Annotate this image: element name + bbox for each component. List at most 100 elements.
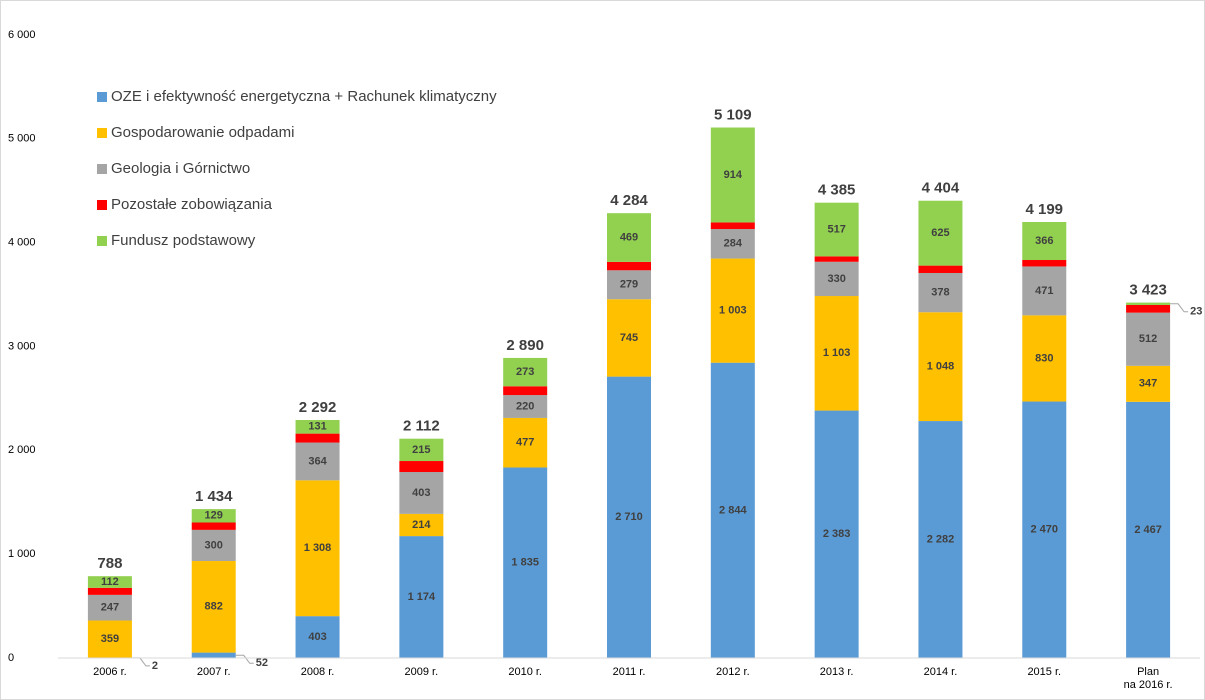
bar-segment <box>503 357 548 387</box>
total-label: 4 385 <box>818 182 856 199</box>
y-tick-label: 0 <box>8 652 14 664</box>
bar-segment <box>607 299 651 377</box>
data-label: 131 <box>308 421 326 433</box>
bar-segment <box>814 202 859 257</box>
data-label: 284 <box>724 238 743 250</box>
data-label: 1 174 <box>408 591 436 603</box>
bar-segment <box>399 438 444 462</box>
data-label: 359 <box>101 633 119 645</box>
data-label: 2 383 <box>823 528 851 540</box>
x-tick-label: 2009 r. <box>404 666 439 678</box>
leader-line <box>235 654 254 664</box>
bar-segment <box>918 272 963 313</box>
bar-segment <box>918 312 963 422</box>
bar-segment <box>87 594 132 621</box>
data-label: 23 <box>1190 306 1202 318</box>
data-label: 477 <box>516 437 534 449</box>
data-label: 1 103 <box>823 347 851 359</box>
bar-segment <box>918 421 963 658</box>
data-label: 471 <box>1035 285 1053 297</box>
bar-segment <box>503 467 548 658</box>
legend-swatch <box>97 200 107 210</box>
data-label: 330 <box>827 273 845 285</box>
bar-segment <box>87 587 132 595</box>
x-tick-label: Plan na 2016 r. <box>1123 666 1173 691</box>
data-label: 2 <box>152 660 158 672</box>
bar-segment <box>191 561 236 653</box>
data-label: 273 <box>516 366 534 378</box>
x-tick-label: 2013 r. <box>819 666 854 678</box>
bar-segment <box>295 433 340 443</box>
data-label: 882 <box>205 601 223 613</box>
legend-label: Pozostałe zobowiązania <box>111 196 273 213</box>
y-tick-label: 5 000 <box>8 133 36 145</box>
total-label: 2 890 <box>506 337 544 354</box>
y-tick-label: 4 000 <box>8 237 36 249</box>
x-tick-label: 2011 r. <box>612 666 646 678</box>
data-label: 517 <box>827 223 845 235</box>
y-tick-label: 3 000 <box>8 340 36 352</box>
data-label: 378 <box>931 287 949 299</box>
x-tick-label: 2007 r. <box>196 666 231 678</box>
bar-segment <box>87 620 132 658</box>
total-label: 2 292 <box>299 399 337 416</box>
bar-segment <box>710 127 755 223</box>
data-label: 1 048 <box>927 361 955 373</box>
x-tick-label: 2006 r. <box>93 666 127 678</box>
x-tick-label: 2015 r. <box>1027 666 1062 678</box>
bar-segment <box>814 296 859 411</box>
total-label: 3 423 <box>1129 282 1167 299</box>
bar-segment <box>918 265 963 273</box>
bar-segment <box>399 461 444 473</box>
data-label: 625 <box>931 227 949 239</box>
bar-segment <box>191 652 236 658</box>
bar-segment <box>1126 312 1171 366</box>
data-label: 2 710 <box>615 511 643 523</box>
data-label: 469 <box>620 231 638 243</box>
bar-segment <box>607 213 651 262</box>
legend-swatch <box>97 236 107 246</box>
legend-swatch <box>97 92 107 102</box>
data-label: 220 <box>516 400 534 412</box>
x-tick-label: 2010 r. <box>508 666 542 678</box>
x-tick-label: 2014 r. <box>923 666 958 678</box>
bar-segment <box>710 229 755 259</box>
total-label: 2 112 <box>403 418 440 435</box>
bar-segment <box>814 410 859 658</box>
y-tick-label: 1 000 <box>8 548 36 560</box>
bar-segment <box>814 261 859 297</box>
bar-segment <box>1126 304 1171 313</box>
bar-segment <box>710 362 755 658</box>
data-label: 2 844 <box>719 504 747 516</box>
bar-segment <box>1022 260 1067 267</box>
bar-segment <box>191 529 236 562</box>
bar-segment <box>87 576 132 588</box>
bar-segment <box>607 261 651 271</box>
bar-segment <box>1022 401 1067 658</box>
total-label: 4 404 <box>922 180 960 197</box>
y-tick-label: 6 000 <box>8 29 36 41</box>
data-label: 1 308 <box>304 542 332 554</box>
data-label: 512 <box>1139 333 1157 345</box>
data-label: 347 <box>1139 378 1157 390</box>
bar-segment <box>814 256 859 262</box>
bar-segment <box>295 442 340 481</box>
bar-segment <box>710 222 755 230</box>
bar-segment <box>295 420 340 434</box>
legend-label: Fundusz podstawowy <box>111 232 256 249</box>
bar-segment <box>191 509 236 523</box>
total-label: 5 109 <box>714 106 752 123</box>
leader-line <box>1170 303 1189 313</box>
bar-segment <box>607 376 651 658</box>
bar-segment <box>399 472 444 514</box>
bar-segment <box>295 480 340 617</box>
bar-segment <box>710 258 755 363</box>
data-label: 112 <box>101 576 119 588</box>
bar-segment <box>399 536 444 658</box>
data-label: 364 <box>308 455 327 467</box>
data-label: 914 <box>724 169 743 181</box>
data-label: 279 <box>620 279 638 291</box>
data-label: 2 467 <box>1134 524 1162 536</box>
